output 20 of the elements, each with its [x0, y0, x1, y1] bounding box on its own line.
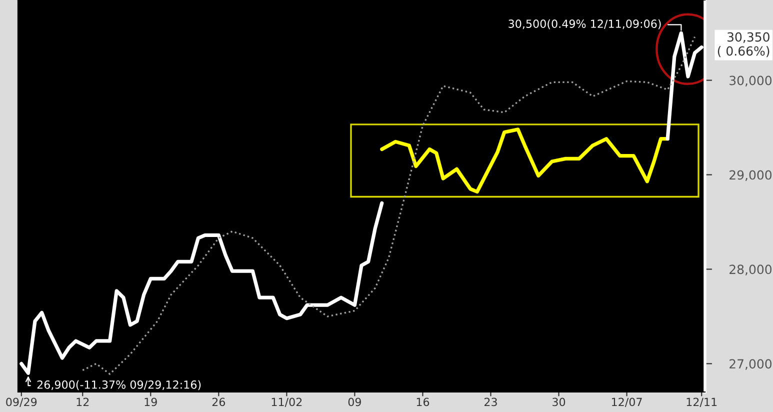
x-tick-label: 12	[76, 398, 89, 406]
line-series	[380, 128, 670, 194]
x-tick-label: 30	[552, 398, 566, 406]
x-tick-label: 12/07	[612, 398, 642, 408]
x-tick-label: 16	[416, 398, 430, 406]
y-tick-label: 30,000	[730, 76, 772, 86]
annotation: 30,500(0.49% 12/11,09:06)	[508, 19, 661, 30]
line-series	[82, 36, 696, 375]
x-tick-label: 26	[212, 398, 226, 406]
text: 30,350 ( 0.66%)	[718, 32, 770, 58]
x-tick-label: 09	[348, 398, 361, 406]
y-tick-label: 29,000	[730, 170, 772, 181]
x-tick-label: 12/11	[686, 398, 717, 408]
y-tick-label: 27,000	[730, 359, 772, 370]
annotation: 26,900(-11.37% 09/29,12:16)	[37, 380, 201, 390]
x-tick-label: 09/29	[6, 398, 37, 408]
y-tick-label: 28,000	[730, 264, 772, 276]
x-tick-label: 19	[144, 398, 157, 406]
x-tick-label: 11/02	[272, 398, 302, 408]
x-tick-label: 23	[484, 398, 497, 406]
